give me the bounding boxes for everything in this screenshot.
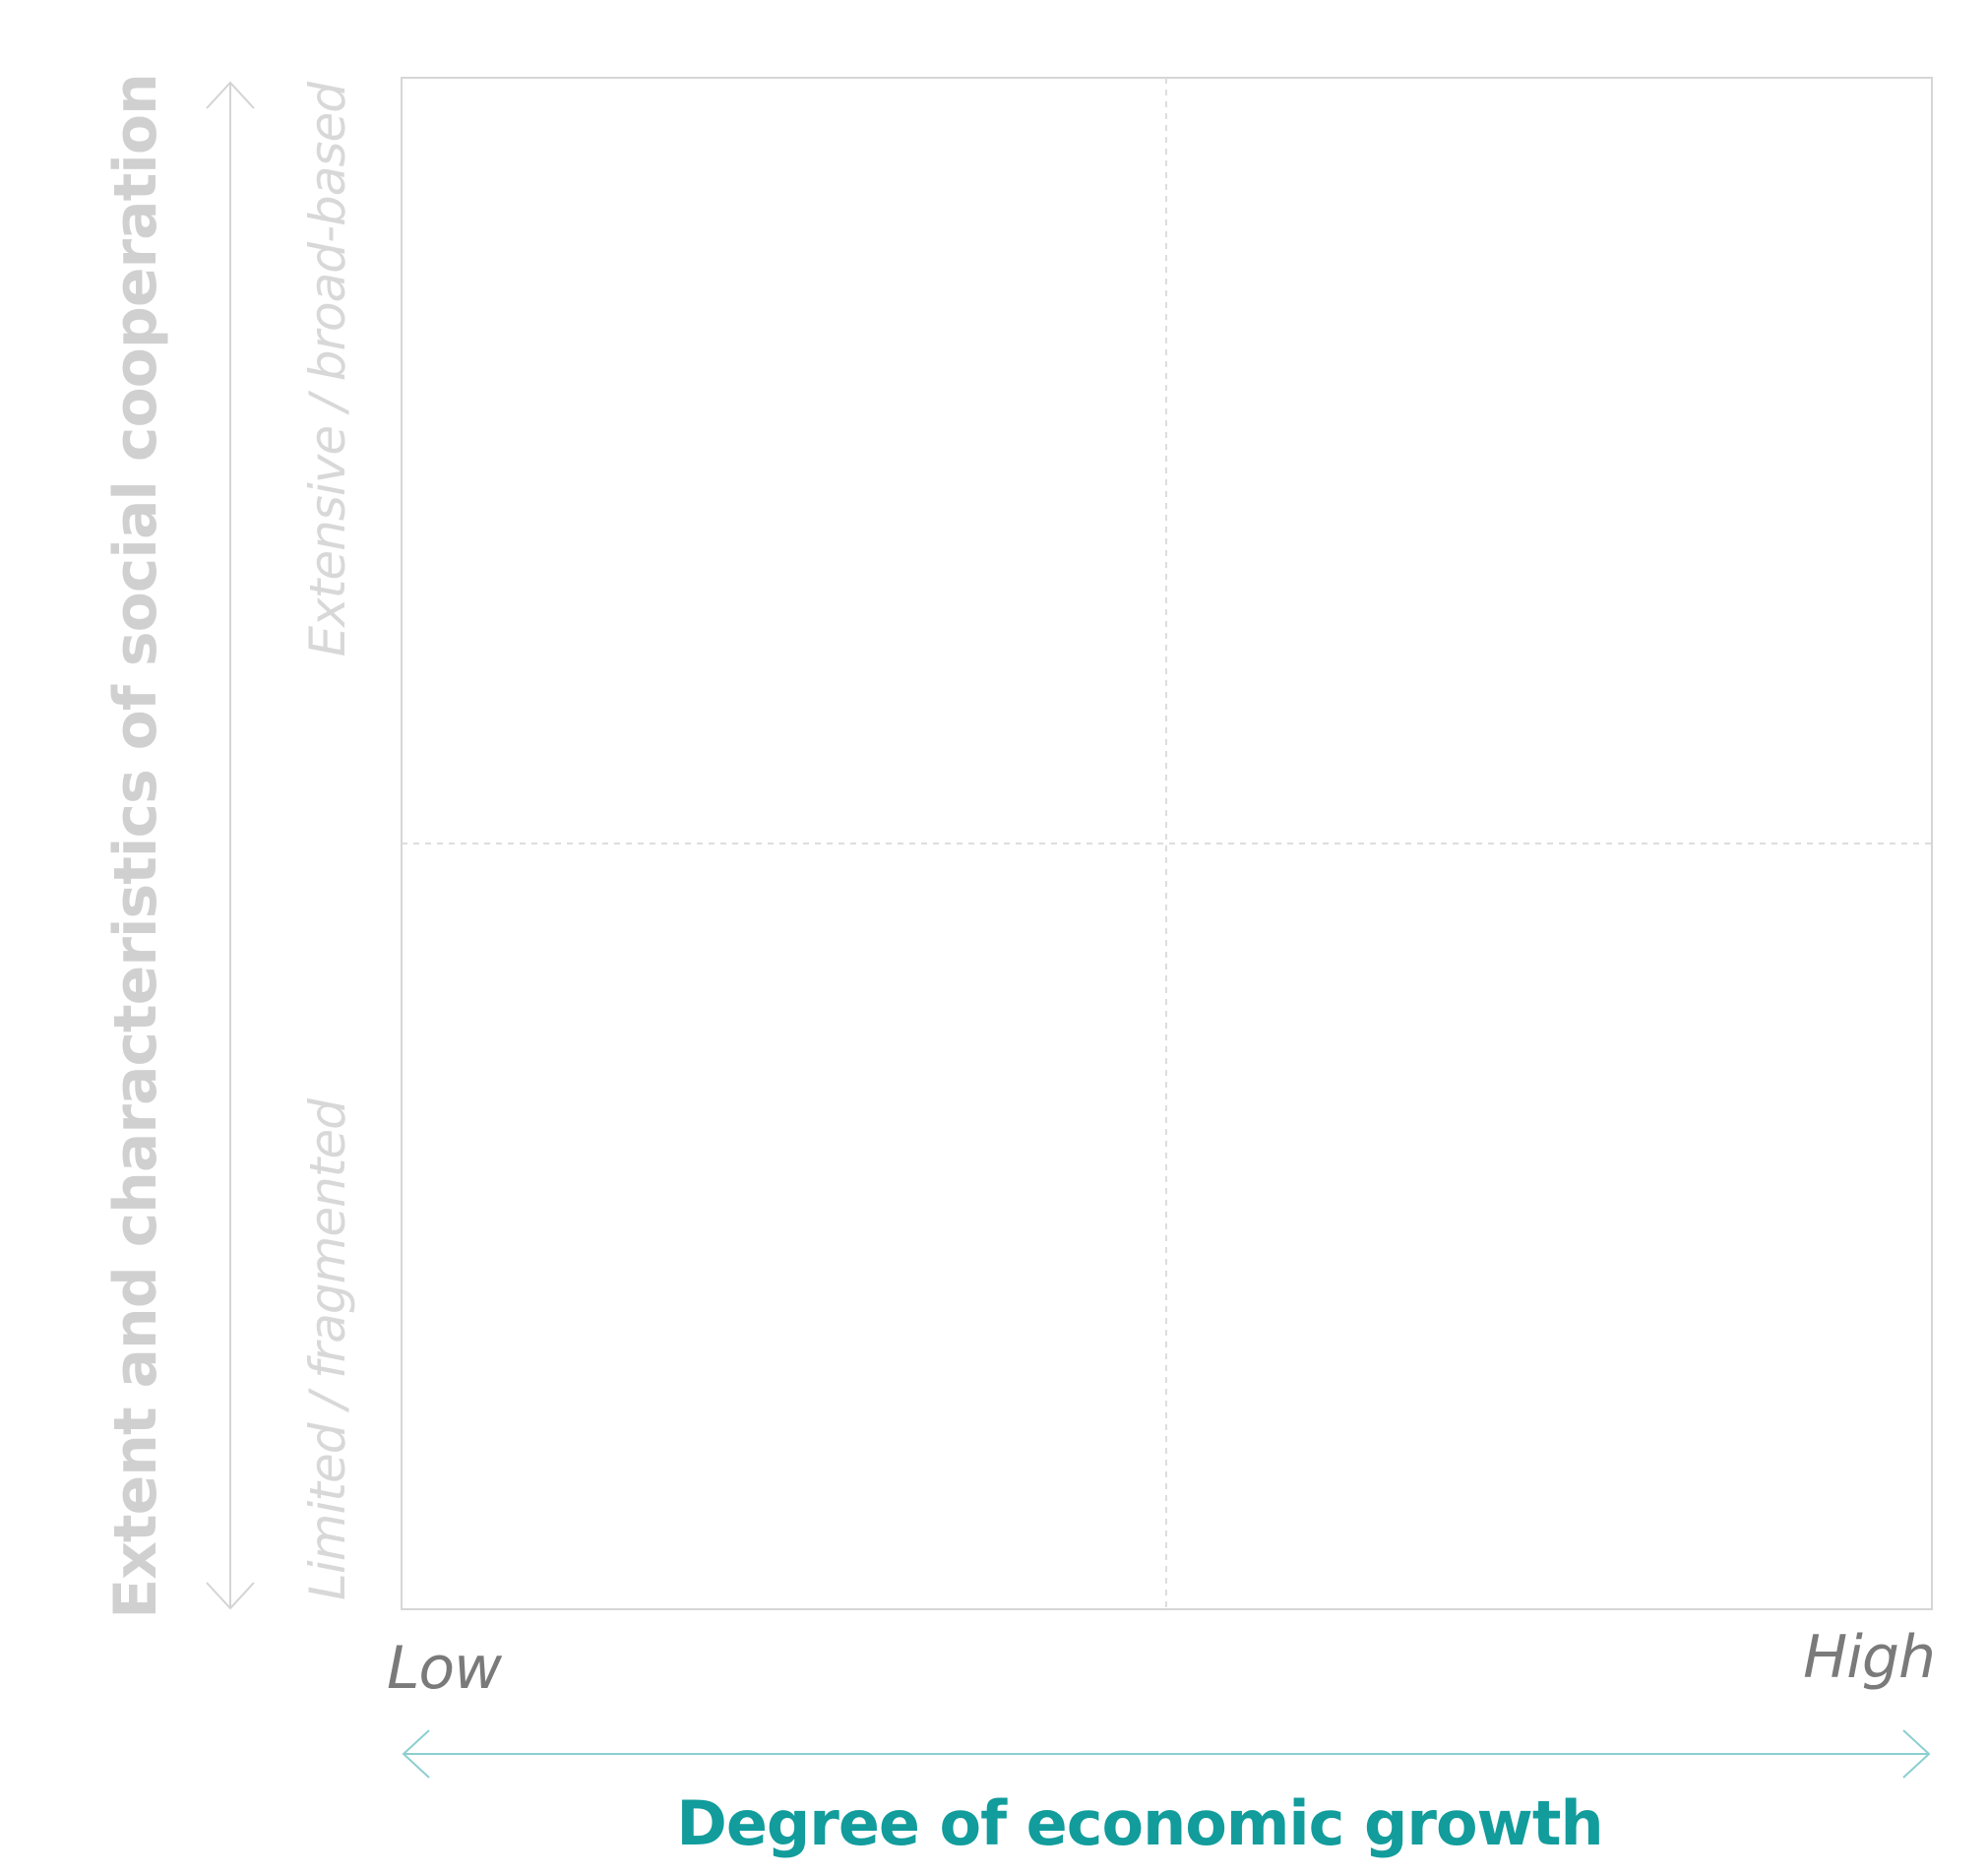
y-axis-title: Extent and characteristics of social coo…: [101, 74, 170, 1619]
y-axis-low-label: Limited / fragmented: [299, 1098, 356, 1600]
x-axis-high-label: High: [1803, 1623, 1935, 1692]
y-axis-high-label: Extensive / broad-based: [299, 82, 356, 657]
x-axis-arrow: [402, 1729, 1931, 1779]
x-axis-low-label: Low: [387, 1634, 503, 1703]
y-axis-arrow: [206, 81, 255, 1610]
x-axis-title: Degree of economic growth: [676, 1787, 1602, 1859]
